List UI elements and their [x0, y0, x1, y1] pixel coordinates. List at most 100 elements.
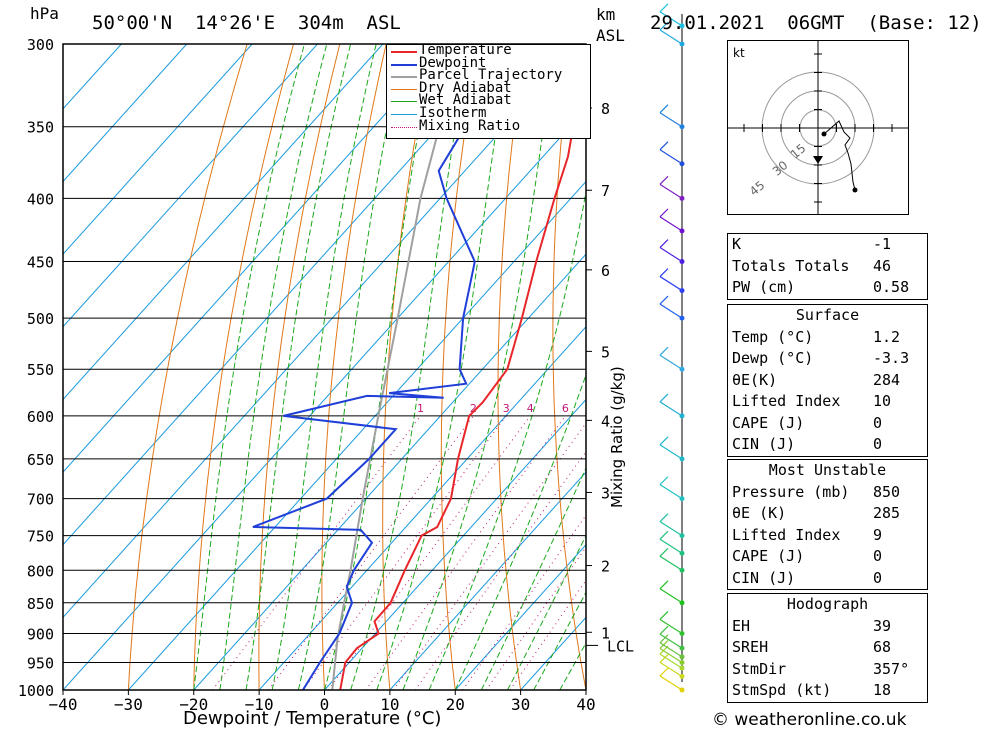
- credit-link[interactable]: © weatheronline.co.uk: [712, 710, 907, 730]
- pressure-tick-label: 550: [27, 361, 54, 379]
- legend-item-isotherm: Isotherm: [387, 106, 590, 121]
- mixing-ratio-label: 25: [694, 402, 708, 415]
- wind-barb: [659, 247, 683, 263]
- index-row-totals: Totals Totals 46: [732, 256, 892, 275]
- isotherm-line: [128, 180, 586, 690]
- km-tick-label: 8: [601, 100, 610, 118]
- mixing-ratio-line: [509, 579, 586, 690]
- wind-barb-point: [679, 228, 685, 234]
- mu-row-cin: CIN (J) 0: [732, 568, 883, 587]
- wind-barb-point: [679, 124, 685, 130]
- isotherm-line: [63, 44, 188, 183]
- hodograph: kt 15 30 45: [727, 40, 909, 215]
- wet-adiabat-line: [271, 44, 377, 690]
- km-tick-label: 5: [601, 343, 610, 361]
- surface-row-li: Lifted Index 10: [732, 392, 892, 410]
- mixing-ratio-line: [414, 450, 586, 690]
- wind-barb: [659, 401, 683, 417]
- wind-barb-flag: [659, 476, 669, 486]
- wet-adiabat-line: [245, 44, 352, 690]
- wind-barb-flag: [659, 21, 669, 31]
- x-axis-title: Dewpoint / Temperature (°C): [183, 708, 442, 729]
- wind-barb: [659, 521, 683, 537]
- hpa-unit-label: hPa: [30, 4, 59, 23]
- isotherm-line: [324, 398, 586, 690]
- mu-row-cape: CAPE (J) 0: [732, 547, 883, 565]
- pressure-tick-label: 900: [27, 625, 54, 643]
- x-tick-label: −30: [114, 695, 143, 714]
- wind-barb: [659, 647, 683, 663]
- wind-barb-flag: [659, 667, 669, 677]
- surface-title: Surface: [795, 306, 860, 324]
- surface-row-temp: Temp (°C) 1.2: [732, 327, 901, 346]
- wind-barb-flag: [659, 625, 669, 635]
- wind-barb-flag: [659, 268, 669, 277]
- location-title: 50°00'N 14°26'E 304m ASL: [92, 12, 401, 34]
- wind-barb-flag: [659, 141, 669, 151]
- surface-row-cin: CIN (J) 0: [732, 435, 883, 453]
- legend-item-temperature: Temperature: [387, 43, 590, 58]
- wind-barb-flag: [659, 436, 669, 446]
- km-tick-label: 6: [601, 262, 610, 280]
- wind-barb-flag: [659, 640, 669, 649]
- wind-barb-point: [679, 161, 685, 167]
- legend-item-parcel: Parcel Trajectory: [387, 68, 590, 83]
- wind-barb: [659, 216, 683, 232]
- mu-row-li: Lifted Index 9: [732, 525, 883, 544]
- wind-barb-point: [679, 23, 685, 29]
- wind-barb: [659, 183, 683, 199]
- dry-adiabat-line: [497, 44, 526, 690]
- mixing-ratio-line: [392, 422, 586, 690]
- surface-row-cape: CAPE (J) 0: [732, 413, 883, 432]
- lcl-label: LCL: [607, 637, 634, 655]
- km-tick-label: 7: [601, 182, 610, 200]
- surface-table: Surface Temp (°C) 1.2 Dewp (°C) -3.3 θE(K)…: [727, 304, 928, 457]
- mixing-ratio-line: [485, 546, 586, 690]
- wet-adiabat-line: [350, 44, 471, 690]
- x-tick-label: 0: [320, 695, 330, 714]
- wet-adiabat-line: [193, 44, 305, 690]
- pressure-tick-label: 850: [27, 595, 54, 613]
- pressure-tick-label: 1000: [18, 682, 54, 700]
- mixing-ratio-line: [302, 415, 507, 690]
- mu-row-pressure: Pressure (mb) 850: [732, 482, 901, 501]
- wind-barb: [659, 29, 683, 45]
- wet-adiabat-line: [533, 591, 586, 690]
- pressure-tick-label: 800: [27, 562, 54, 580]
- wind-barb: [659, 653, 683, 669]
- hodograph-table: Hodograph EH 39 SREH 68 StmDir 357° StmSpd …: [727, 593, 928, 703]
- indices-table: K -1 Totals Totals 46 PW (cm) 0.58: [727, 233, 928, 300]
- pressure-tick-label: 300: [27, 36, 54, 54]
- wind-barb: [659, 555, 683, 571]
- dry-adiabat-line: [193, 44, 294, 690]
- legend-item-wet-adiabat: Wet Adiabat: [387, 94, 590, 108]
- x-tick-label: −40: [49, 695, 78, 714]
- mixing-ratio-label: 2: [470, 402, 477, 415]
- dry-adiabat-line: [382, 44, 433, 690]
- hodograph-end-point: [852, 187, 858, 193]
- x-tick-label: 40: [576, 695, 595, 714]
- mixing-ratio-label: 16: [650, 402, 664, 415]
- wind-barb-flag: [659, 634, 669, 644]
- wind-barb-point: [679, 533, 685, 539]
- wind-barb: [659, 149, 683, 165]
- wind-barb-point: [679, 41, 685, 47]
- wind-barb: [659, 112, 683, 128]
- mixing-ratio-label: 4: [527, 402, 534, 415]
- pressure-tick-label: 700: [27, 491, 54, 509]
- mixing-ratio-label: 6: [562, 402, 569, 415]
- wind-barb-flag: [659, 295, 669, 305]
- pressure-tick-label: 650: [27, 451, 54, 469]
- x-tick-label: −10: [245, 695, 274, 714]
- wind-barb-point: [679, 665, 685, 671]
- wind-barb: [659, 618, 683, 634]
- mixing-ratio-line: [328, 415, 531, 690]
- isotherm-line: [258, 326, 586, 690]
- mixing-ratio-axis-title: Mixing Ratio (g/kg): [608, 366, 626, 508]
- wind-barb-flag: [659, 653, 669, 663]
- wind-barb-flag: [659, 346, 669, 356]
- mu-title: Most Unstable: [768, 461, 887, 479]
- wind-barb: [659, 444, 683, 460]
- most-unstable-table: Most Unstable Pressure (mb) 850 θE (K) 285…: [727, 459, 928, 590]
- wind-barb-flag: [659, 239, 669, 248]
